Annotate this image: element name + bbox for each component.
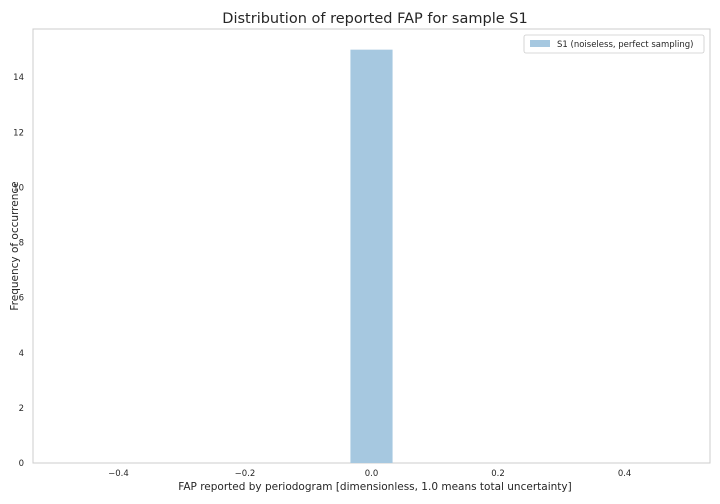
y-tick-label: 2 bbox=[19, 404, 24, 414]
y-tick-label: 10 bbox=[13, 183, 24, 193]
x-tick-label: −0.2 bbox=[235, 469, 256, 479]
y-axis-label: Frequency of occurrence bbox=[9, 181, 21, 310]
legend-entry-label: S1 (noiseless, perfect sampling) bbox=[557, 40, 693, 50]
x-axis-ticks: −0.4 −0.2 0.0 0.2 0.4 bbox=[108, 469, 631, 479]
legend-swatch bbox=[530, 40, 550, 47]
chart-title: Distribution of reported FAP for sample … bbox=[222, 11, 527, 27]
legend: S1 (noiseless, perfect sampling) bbox=[523, 34, 705, 54]
y-tick-label: 12 bbox=[13, 128, 24, 138]
histogram-bar bbox=[350, 49, 393, 464]
y-tick-label: 6 bbox=[19, 294, 24, 304]
x-tick-label: 0.0 bbox=[365, 469, 379, 479]
y-axis-ticks: 0 2 4 6 8 10 12 14 bbox=[13, 73, 24, 469]
x-tick-label: 0.2 bbox=[491, 469, 505, 479]
y-tick-label: 4 bbox=[19, 349, 24, 359]
bars-group bbox=[350, 49, 393, 464]
x-axis-label: FAP reported by periodogram [dimensionle… bbox=[178, 481, 571, 493]
y-tick-label: 14 bbox=[13, 73, 24, 83]
x-tick-label: 0.4 bbox=[618, 469, 632, 479]
y-tick-label: 0 bbox=[19, 459, 24, 469]
legend-box bbox=[523, 34, 705, 54]
x-tick-label: −0.4 bbox=[108, 469, 129, 479]
y-tick-label: 8 bbox=[19, 239, 24, 249]
